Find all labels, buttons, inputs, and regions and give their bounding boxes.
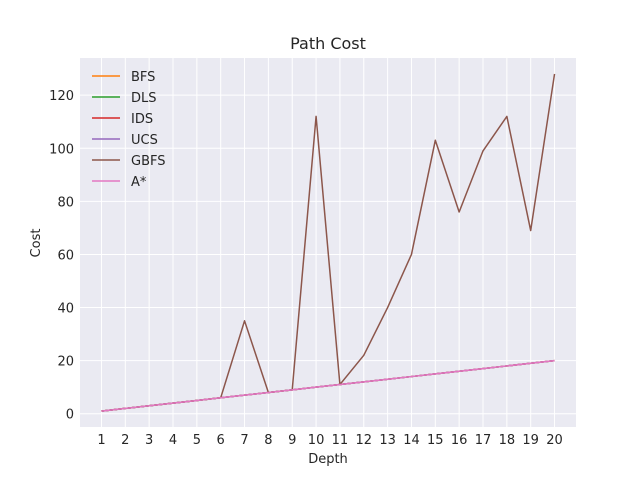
x-tick-label: 19 — [522, 433, 539, 448]
chart-title: Path Cost — [290, 34, 366, 53]
x-tick-label: 6 — [217, 433, 225, 448]
legend: BFS DLS IDS UCS GBFS A* — [92, 70, 166, 190]
x-tick-label: 10 — [308, 433, 325, 448]
y-axis-label: Cost — [29, 229, 44, 258]
series-lines — [101, 73, 556, 412]
y-tick-label: 100 — [49, 142, 74, 157]
legend-label: A* — [131, 175, 147, 190]
x-tick-label: 20 — [546, 433, 563, 448]
legend-label: DLS — [131, 91, 157, 106]
y-tick-label: 40 — [57, 302, 74, 317]
x-tick-label: 11 — [332, 433, 349, 448]
x-tick-label: 5 — [193, 433, 201, 448]
x-tick-label: 18 — [499, 433, 516, 448]
legend-label: GBFS — [131, 154, 166, 169]
x-tick-label: 17 — [475, 433, 492, 448]
y-tick-label: 20 — [57, 355, 74, 370]
x-tick-label: 13 — [379, 433, 396, 448]
series-line-a-star — [101, 359, 555, 412]
legend-label: IDS — [131, 112, 153, 127]
x-tick-label: 7 — [240, 433, 248, 448]
y-tick-label: 60 — [57, 248, 74, 263]
legend-label: UCS — [131, 133, 158, 148]
x-tick-label: 3 — [145, 433, 153, 448]
x-tick-label: 16 — [451, 433, 468, 448]
x-tick-label: 14 — [403, 433, 420, 448]
tick-labels: 1 2 3 4 5 6 7 8 9 10 11 12 13 14 15 16 17 18 19 20020406080… — [49, 89, 563, 448]
x-axis-label: Depth — [308, 452, 348, 467]
x-tick-label: 12 — [355, 433, 372, 448]
grid-lines — [80, 58, 576, 427]
y-tick-label: 80 — [57, 195, 74, 210]
x-tick-label: 8 — [264, 433, 272, 448]
y-tick-label: 120 — [49, 89, 74, 104]
x-tick-label: 2 — [121, 433, 129, 448]
x-tick-label: 15 — [427, 433, 444, 448]
x-tick-label: 9 — [288, 433, 296, 448]
legend-label: BFS — [131, 70, 155, 85]
x-tick-label: 4 — [169, 433, 177, 448]
x-tick-label: 1 — [97, 433, 105, 448]
y-tick-label: 0 — [66, 408, 74, 423]
